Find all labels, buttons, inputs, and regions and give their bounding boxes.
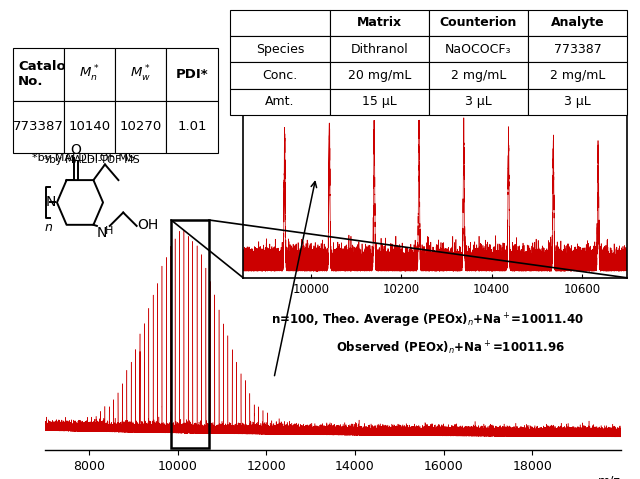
Text: *by MALDI-TOF MS: *by MALDI-TOF MS bbox=[44, 155, 140, 165]
Text: Observed (PEOx)$_n$+Na$^+$=10011.96: Observed (PEOx)$_n$+Na$^+$=10011.96 bbox=[336, 340, 565, 357]
Text: H: H bbox=[106, 226, 114, 236]
X-axis label: m/z: m/z bbox=[598, 474, 621, 479]
Text: n: n bbox=[44, 221, 52, 234]
Text: O: O bbox=[70, 143, 81, 157]
Text: N: N bbox=[45, 195, 56, 209]
Text: OH: OH bbox=[137, 218, 158, 232]
Text: *by MALDI-TOF MS: *by MALDI-TOF MS bbox=[31, 153, 135, 163]
Text: N: N bbox=[97, 226, 107, 240]
Text: n=100, Theo. Average (PEOx)$_n$+Na$^+$=10011.40: n=100, Theo. Average (PEOx)$_n$+Na$^+$=1… bbox=[271, 311, 584, 330]
